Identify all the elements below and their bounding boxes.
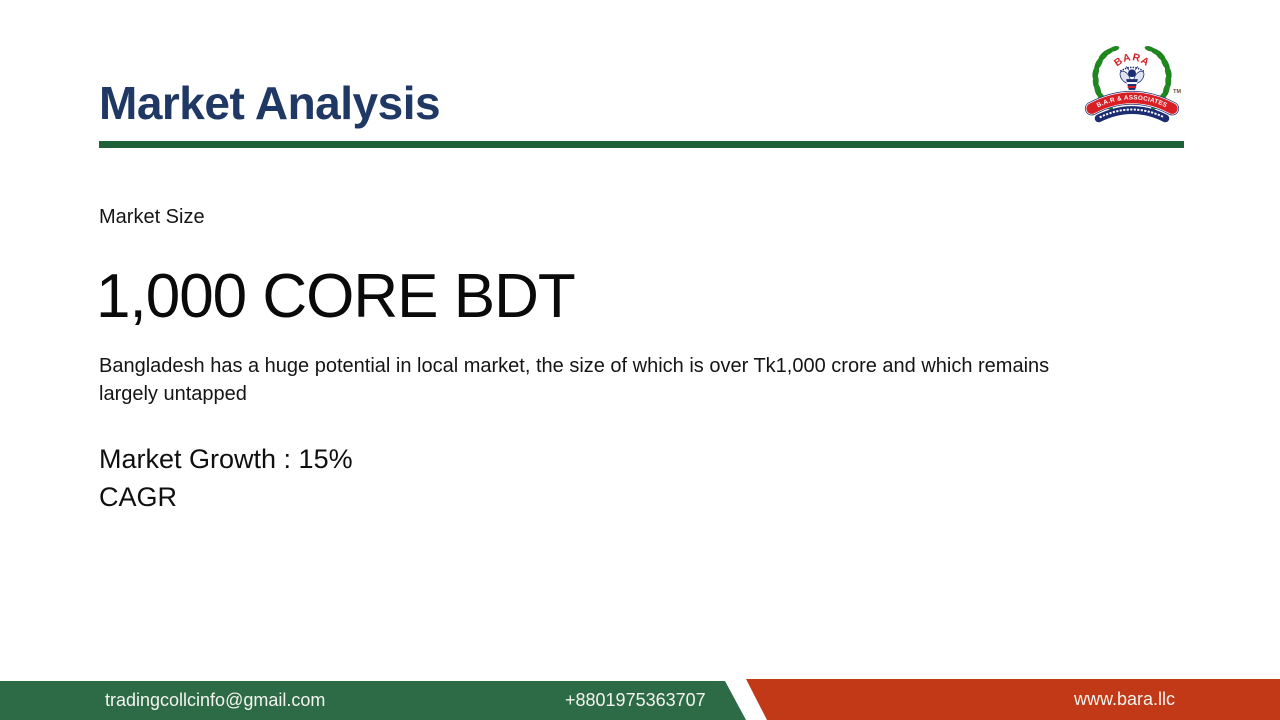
market-size-headline: 1,000 CORE BDT [96, 262, 576, 331]
bara-logo-icon: BARA B.A.R & AS [1084, 46, 1181, 123]
market-growth-line2: CAGR [99, 482, 178, 512]
logo-tagline-band [1094, 106, 1170, 123]
page-title: Market Analysis [99, 77, 441, 129]
footer-red-bar [746, 679, 1280, 720]
title-underline [99, 141, 1184, 148]
bee-icon [1119, 66, 1145, 95]
logo-tm-text: TM [1173, 89, 1181, 95]
logo-ribbon: B.A.R & ASSOCIATES [1084, 90, 1180, 116]
logo-tagline-marks [1099, 108, 1165, 119]
market-size-label: Market Size [99, 206, 205, 228]
footer-phone: +8801975363707 [565, 690, 706, 710]
footer-email: tradingcollcinfo@gmail.com [105, 690, 326, 710]
market-description-line1: Bangladesh has a huge potential in local… [99, 355, 1050, 377]
footer-green-bar [0, 681, 746, 720]
logo-bara-text: BARA [1112, 52, 1151, 69]
company-logo: BARA B.A.R & AS [1083, 36, 1181, 136]
market-description-line2: largely untapped [99, 383, 247, 405]
market-growth-text: Market Growth : 15% CAGR [99, 440, 353, 516]
market-growth-line1: Market Growth : 15% [99, 444, 353, 474]
market-description: Bangladesh has a huge potential in local… [99, 352, 1049, 408]
footer-website: www.bara.llc [1073, 689, 1175, 709]
